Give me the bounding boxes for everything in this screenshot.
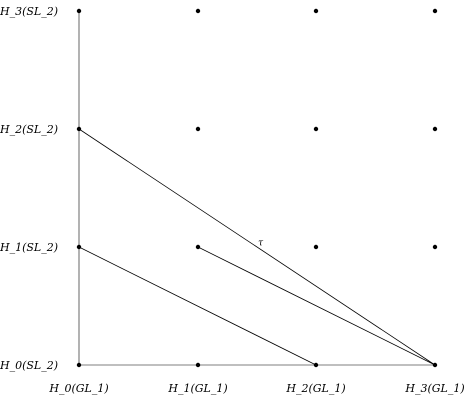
y-label-h1-sl2: H_1(SL_2) [0, 241, 58, 254]
x-label-h3-gl1: H_3(GL_1) [404, 382, 464, 395]
grid-dot-3-0 [432, 362, 438, 368]
y-label-h3-sl2: H_3(SL_2) [0, 5, 58, 18]
y-label-h0-sl2: H_0(SL_2) [0, 359, 58, 372]
grid-dot-2-3 [313, 8, 319, 14]
grid-dot-0-1 [76, 244, 82, 250]
grid-dot-3-3 [432, 8, 438, 14]
tau-label: τ [258, 238, 264, 248]
differential-line-1 [78, 246, 317, 366]
grid-dot-2-1 [313, 244, 319, 250]
lines-layer [78, 11, 436, 366]
grid-dot-1-3 [195, 8, 201, 14]
y-label-h2-sl2: H_2(SL_2) [0, 123, 58, 136]
grid-dot-3-2 [432, 126, 438, 132]
differential-line-0 [78, 128, 436, 366]
grid-dot-0-2 [76, 126, 82, 132]
grid-dots [76, 8, 438, 368]
x-label-h0-gl1: H_0(GL_1) [48, 382, 108, 395]
grid-dot-0-3 [76, 8, 82, 14]
grid-dot-1-2 [195, 126, 201, 132]
differential-line-2 [197, 246, 436, 366]
grid-dot-0-0 [76, 362, 82, 368]
grid-dot-3-1 [432, 244, 438, 250]
grid-dot-1-0 [195, 362, 201, 368]
x-label-h2-gl1: H_2(GL_1) [285, 382, 345, 395]
grid-dot-2-0 [313, 362, 319, 368]
grid-dot-1-1 [195, 244, 201, 250]
grid-dot-2-2 [313, 126, 319, 132]
x-label-h1-gl1: H_1(GL_1) [167, 382, 227, 395]
